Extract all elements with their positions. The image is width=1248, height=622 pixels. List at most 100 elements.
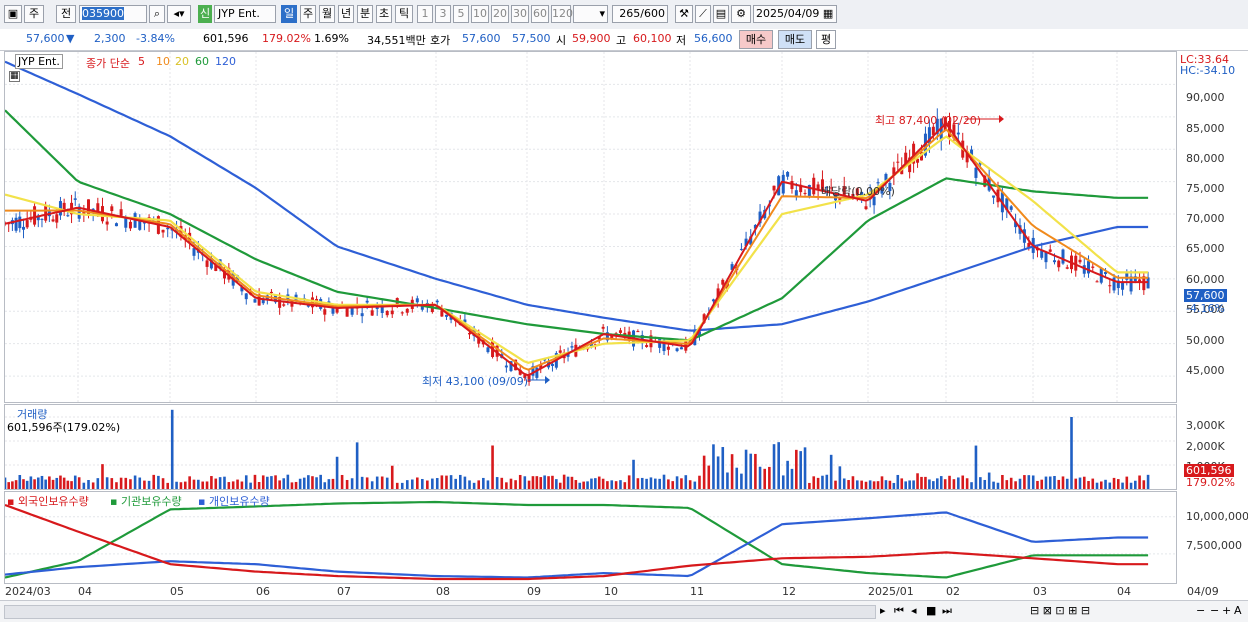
eval-button[interactable]: 평 (816, 30, 836, 49)
candle-body (390, 310, 394, 315)
zoom-out-icon[interactable]: − (1196, 604, 1206, 617)
minute-30-button[interactable]: 30 (511, 5, 529, 23)
prev-page-icon[interactable]: ◂ (911, 604, 917, 617)
stock-name-field[interactable]: JYP Ent. (214, 5, 276, 23)
volume-bar (449, 475, 453, 489)
candle-body (261, 298, 265, 304)
volume-bar (614, 481, 618, 489)
search-icon[interactable]: ⌕ (149, 5, 165, 23)
first-page-icon[interactable]: ⏮ (894, 604, 904, 617)
minute-3-button[interactable]: 3 (435, 5, 451, 23)
interval-second-button[interactable]: 초 (376, 5, 392, 23)
holdings-tick: 7,500,000 (1186, 539, 1242, 552)
candle-body (62, 202, 66, 213)
candle-body (380, 304, 384, 313)
volume-bar (698, 475, 701, 489)
minute-10-button[interactable]: 10 (471, 5, 489, 23)
zoom-in-icon[interactable]: + (1222, 604, 1232, 617)
candle-body (711, 299, 715, 302)
volume-bar (790, 468, 794, 489)
candle-body (161, 229, 165, 233)
candle-body (463, 319, 467, 323)
price-panel: JYP Ent. 종가 단순 5 10 20 60 120 ▦ 최고 87,40… (4, 51, 1177, 403)
sell-button[interactable]: 매도 (778, 30, 812, 49)
calendar-icon[interactable]: ▦ (822, 7, 834, 20)
interval-month-button[interactable]: 월 (319, 5, 335, 23)
volume-bar (786, 460, 789, 489)
volume-bar (468, 480, 471, 489)
next-page-icon[interactable]: ⏭ (942, 604, 952, 617)
volume-bar (410, 479, 414, 489)
volume-current-pct: 179.02% (1186, 476, 1235, 489)
minute-20-button[interactable]: 20 (491, 5, 509, 23)
candle-body (25, 220, 29, 228)
quote-ask-label: 호가 (430, 34, 451, 47)
candle-body (96, 203, 100, 213)
x-label: 09 (527, 585, 541, 598)
candle-body (744, 238, 748, 247)
volume-panel: 거래량 601,596주(179.02%) (4, 404, 1177, 490)
stop-icon[interactable]: ■ (926, 604, 937, 617)
volume-bar (1053, 475, 1056, 489)
draw-tools-icon[interactable]: ⟋ (695, 5, 711, 23)
minute-5-button[interactable]: 5 (453, 5, 469, 23)
volume-bar (223, 476, 226, 489)
minute-120-button[interactable]: 120 (551, 5, 573, 23)
candle-body (876, 182, 880, 184)
period-type-button[interactable]: 주 (24, 5, 44, 23)
legend-individual-label: 개인보유수량 (208, 495, 270, 508)
scroll-right-icon[interactable]: ▸ (880, 604, 886, 617)
zoom-tools-icon[interactable]: ⊟ ⊠ ⊡ ⊞ ⊟ (1030, 604, 1091, 617)
candle-body (666, 346, 670, 350)
bar-count-input[interactable]: 265/600 (612, 5, 668, 23)
volume-bar (754, 453, 757, 489)
interval-tick-button[interactable]: 틱 (395, 5, 413, 23)
interval-minute-button[interactable]: 분 (357, 5, 373, 23)
volume-bar (311, 476, 314, 489)
ma-title: 종가 단순 (86, 57, 130, 70)
candle-body (1009, 206, 1013, 210)
candle-body (435, 300, 439, 303)
legend-institution-label: 기관보유수량 (120, 495, 182, 508)
candle-body (919, 151, 923, 161)
minute-1-button[interactable]: 1 (417, 5, 433, 23)
save-icon[interactable]: ▤ (713, 5, 729, 23)
volume-bar (1065, 478, 1069, 489)
date-input[interactable]: 2025/04/09 ▦ (753, 5, 837, 23)
font-size-icon[interactable]: A (1234, 604, 1242, 617)
volume-bar (1009, 477, 1013, 489)
table-icon[interactable]: ▦ (9, 71, 20, 82)
volume-bar (662, 474, 666, 489)
minute-60-button[interactable]: 60 (531, 5, 549, 23)
high-note: 최고 87,400 (02/20) (875, 114, 982, 127)
ma-20-label: 20 (175, 55, 189, 68)
volume-bar (574, 480, 578, 489)
candle-body (601, 326, 605, 329)
prev-button[interactable]: 전 (56, 5, 76, 23)
volume-bar (183, 481, 187, 489)
layout-icon[interactable]: ▣ (4, 5, 22, 23)
volume-bar (916, 473, 919, 489)
buy-button[interactable]: 매수 (739, 30, 773, 49)
stock-tag[interactable]: JYP Ent. (15, 54, 63, 69)
zoom-reset-icon[interactable]: − (1210, 604, 1220, 617)
chart-tools-icon[interactable]: ⚒ (675, 5, 693, 23)
settings-icon[interactable]: ⚙ (731, 5, 751, 23)
candle-body (1091, 266, 1095, 268)
volume-bar (360, 476, 364, 489)
interval-day-button[interactable]: 일 (281, 5, 297, 23)
volume-bar (315, 477, 318, 489)
interval-dropdown[interactable]: ▾ (573, 5, 608, 23)
stock-code-input[interactable]: 035900 (79, 5, 147, 23)
candle-body (842, 186, 846, 196)
volume-bar (426, 480, 429, 489)
candle-body (531, 366, 535, 376)
candle-body (697, 331, 701, 337)
chart-scrollbar[interactable] (4, 605, 876, 619)
speaker-icon[interactable]: ◂▾ (167, 5, 191, 23)
volume-bar (900, 478, 904, 489)
interval-week-button[interactable]: 주 (300, 5, 316, 23)
interval-year-button[interactable]: 년 (338, 5, 354, 23)
candle-body (1142, 276, 1146, 291)
volume-bar (395, 482, 399, 489)
